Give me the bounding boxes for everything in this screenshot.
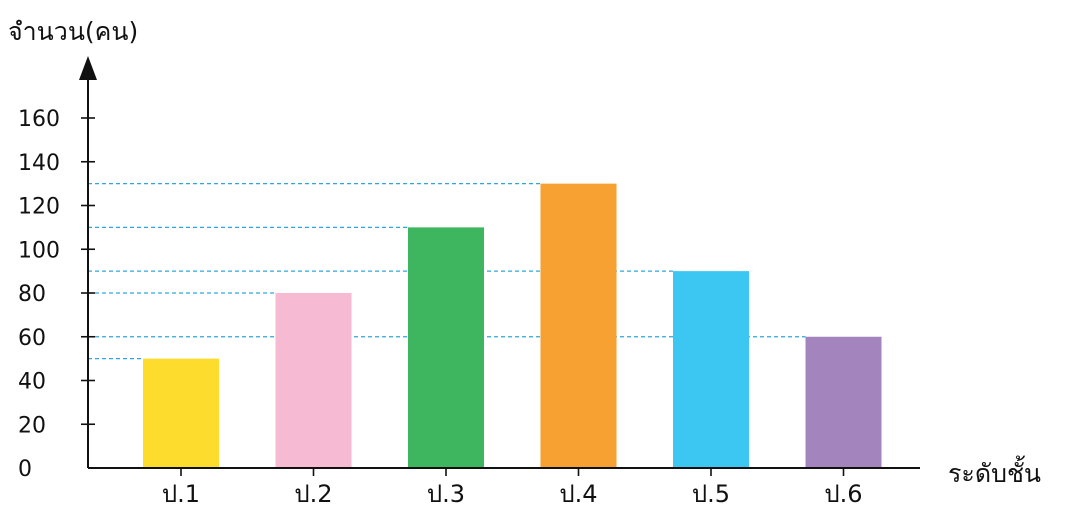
y-tick-label: 120: [18, 195, 60, 220]
x-categories: ป.1 ป.2 ป.3 ป.4 ป.5 ป.6: [162, 468, 863, 508]
x-axis-title: ระดับชั้น: [948, 459, 1042, 488]
y-tick-label: 160: [18, 107, 60, 132]
bar: [805, 336, 882, 468]
x-category-label: ป.3: [427, 480, 465, 508]
bar: [143, 358, 219, 468]
y-tick-label: 60: [18, 326, 46, 351]
y-tick-label: 80: [18, 282, 46, 307]
x-category-label: ป.4: [559, 480, 597, 508]
x-category-label: ป.5: [692, 480, 730, 508]
y-tick-label: 140: [18, 151, 60, 176]
y-tick-label: 0: [18, 457, 32, 482]
x-category-label: ป.1: [162, 480, 200, 508]
y-tick-label: 20: [18, 413, 46, 438]
bars: [143, 183, 882, 468]
y-tick-label: 40: [18, 370, 46, 395]
y-tick-label: 100: [18, 238, 60, 263]
bar: [408, 227, 484, 468]
bar: [275, 293, 352, 468]
x-category-label: ป.6: [824, 480, 862, 508]
bar: [540, 183, 617, 468]
bar: [673, 271, 749, 468]
x-category-label: ป.2: [294, 480, 332, 508]
y-ticks: 0 20 40 60 80 100 120 140 160: [18, 107, 95, 482]
axes: [79, 56, 920, 469]
y-axis-arrow: [79, 56, 97, 80]
y-axis-title: จำนวน(คน): [8, 17, 139, 46]
